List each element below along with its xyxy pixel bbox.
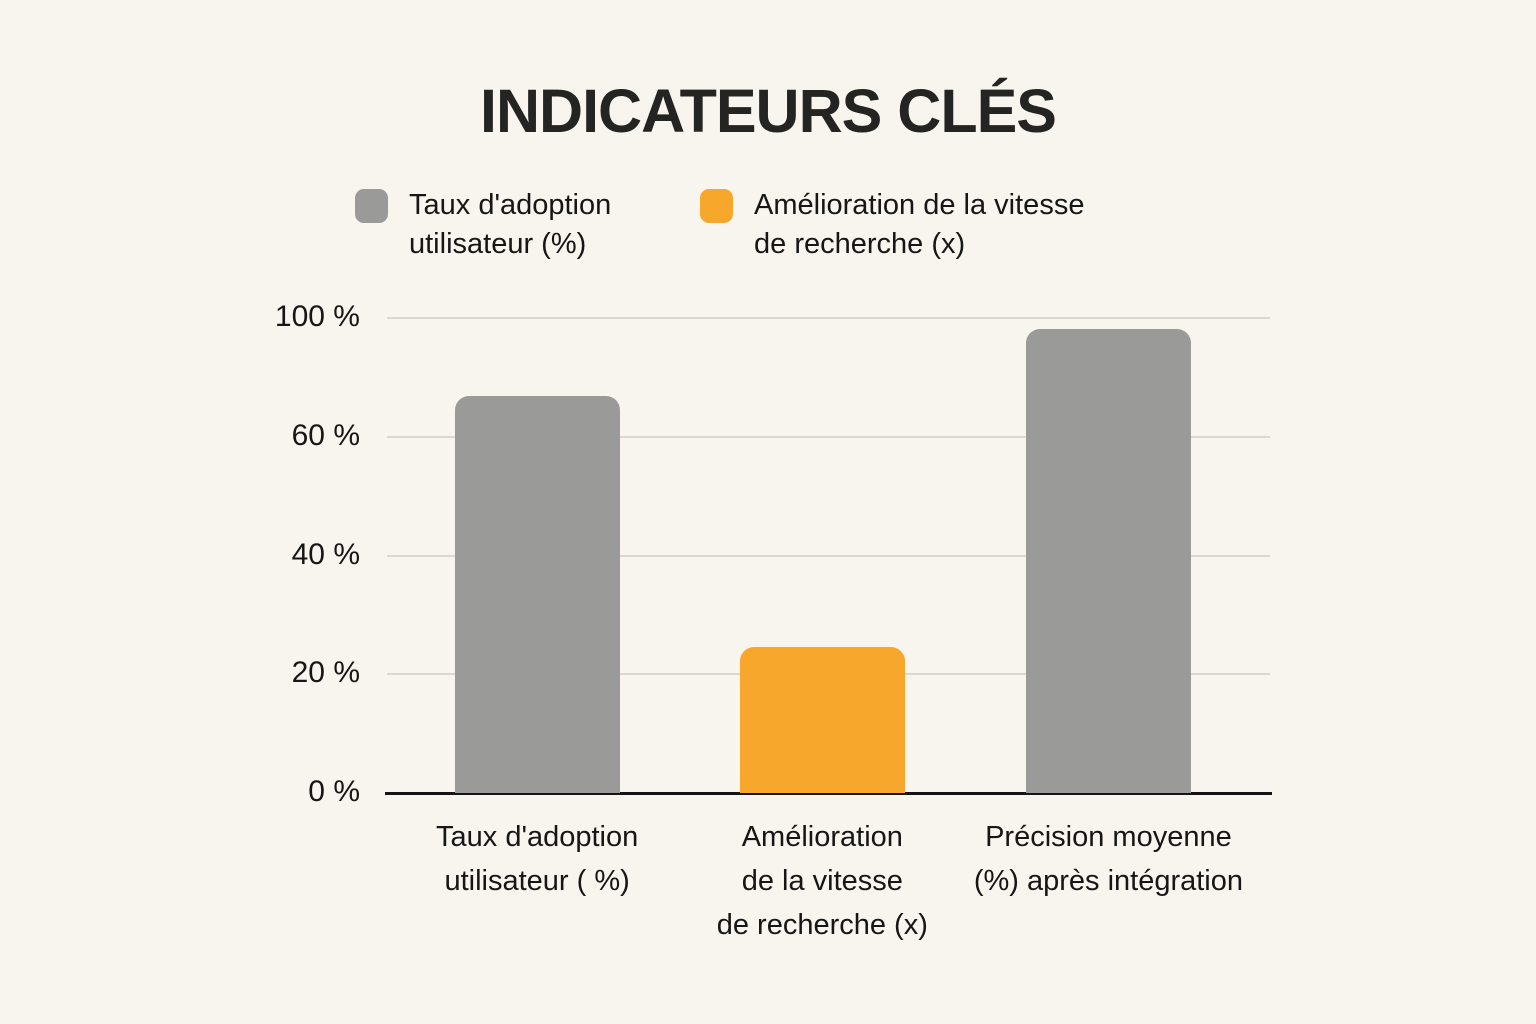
- legend-swatch-icon: [700, 189, 733, 223]
- y-axis-tick-label: 20 %: [291, 656, 360, 690]
- y-axis-tick-label: 40 %: [291, 537, 360, 571]
- bar-1: [454, 396, 620, 793]
- legend-label: Amélioration de la vitesse de recherche (…: [754, 186, 1084, 264]
- gridline: [387, 435, 1270, 438]
- x-axis-category-label: Taux d'adoption utilisateur ( %): [357, 815, 717, 903]
- bar-3: [1025, 329, 1191, 793]
- y-axis-tick-label: 60 %: [291, 418, 360, 452]
- x-axis-category-label-line: (%) après intégration: [973, 865, 1243, 897]
- legend-label-line: utilisateur (%): [409, 228, 587, 260]
- legend-item: Taux d'adoption utilisateur (%): [355, 186, 611, 264]
- legend-item: Amélioration de la vitesse de recherche (…: [700, 186, 1084, 264]
- x-axis-category-label-line: Amélioration: [741, 821, 903, 853]
- legend-swatch-icon: [355, 189, 388, 223]
- legend-label-line: de recherche (x): [754, 228, 966, 260]
- legend-label-line: Taux d'adoption: [409, 189, 612, 221]
- plot-area: 100 % 60 % 40 % 20 % 0 % Taux d'adoption utili…: [275, 300, 1272, 941]
- x-axis-line: [385, 792, 1272, 795]
- bar-2: [739, 647, 905, 793]
- gridline: [387, 554, 1270, 557]
- y-axis-tick-label: 100 %: [274, 300, 360, 333]
- legend-label-line: Amélioration de la vitesse: [754, 189, 1085, 221]
- x-axis-category-label-line: Taux d'adoption: [436, 821, 639, 853]
- x-axis-category-label-line: de la vitesse: [741, 865, 903, 897]
- legend-label: Taux d'adoption utilisateur (%): [409, 186, 611, 264]
- y-axis-tick-label: 0 %: [308, 775, 360, 808]
- chart-title: INDICATEURS CLÉS: [480, 77, 1057, 145]
- x-axis-category-label: Amélioration de la vitesse de recherche (x…: [642, 815, 1002, 947]
- x-axis-category-label-line: utilisateur ( %): [444, 865, 630, 897]
- x-axis-category-label-line: de recherche (x): [716, 909, 928, 941]
- x-axis-category-label-line: Précision moyenne: [985, 821, 1232, 853]
- x-axis-category-label: Précision moyenne (%) après intégration: [928, 815, 1288, 903]
- gridline: [387, 317, 1270, 319]
